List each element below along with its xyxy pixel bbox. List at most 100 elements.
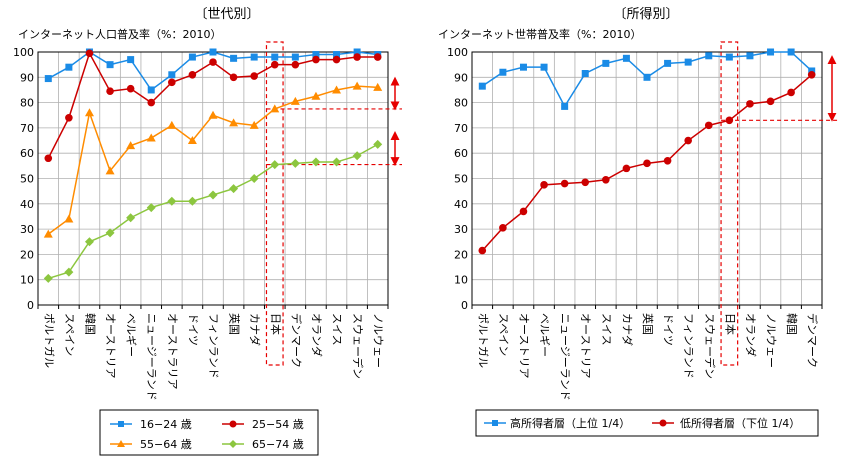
data-point: [249, 174, 259, 183]
data-point: [663, 156, 672, 165]
series-65-74-歳: [43, 139, 383, 283]
data-point: [373, 139, 383, 149]
data-point: [290, 96, 300, 105]
data-point: [643, 159, 651, 168]
x-tick-label: デンマーク: [806, 313, 820, 368]
y-tick-label: 60: [454, 147, 468, 160]
data-point: [188, 70, 197, 79]
data-point: [84, 237, 94, 247]
data-point: [229, 184, 239, 194]
data-point: [664, 59, 672, 67]
data-point: [581, 178, 590, 187]
data-point: [767, 48, 775, 56]
series-line: [47, 85, 378, 235]
x-tick-label: オーストリア: [579, 313, 592, 378]
x-tick-label: 英国: [228, 313, 242, 335]
chart-left-subtitle: インターネット人口普及率（%：2010）: [18, 27, 221, 41]
data-point: [208, 190, 218, 200]
data-point: [499, 68, 507, 76]
data-point: [766, 97, 775, 106]
x-tick-label: オランダ: [310, 313, 324, 357]
chart-left-title: 〔世代別〕: [194, 7, 259, 22]
data-point: [105, 166, 115, 175]
data-point: [353, 53, 361, 61]
data-point: [519, 207, 528, 216]
x-tick-label: スイス: [600, 313, 613, 346]
data-point: [64, 267, 74, 277]
y-tick-label: 90: [20, 71, 34, 84]
data-point: [290, 158, 300, 168]
series-line: [48, 143, 379, 280]
data-point: [271, 53, 279, 61]
data-point: [43, 229, 53, 238]
data-point: [373, 53, 382, 61]
data-point: [270, 60, 279, 69]
data-point: [229, 118, 239, 127]
data-point: [147, 98, 156, 107]
data-point: [560, 179, 569, 188]
data-point: [168, 78, 176, 87]
data-point: [332, 55, 341, 64]
data-point: [602, 175, 610, 184]
data-point: [270, 160, 280, 170]
y-tick-label: 100: [447, 46, 468, 59]
legend-item-16-24: 16−24 歳: [110, 418, 192, 431]
x-tick-label: フィンランド: [207, 313, 220, 379]
legend-label-65-74: 65−74 歳: [252, 438, 304, 451]
y-tick-label: 20: [20, 248, 34, 261]
x-tick-label: ノルウェー: [765, 313, 778, 368]
chart-right-title: 〔所得別〕: [613, 6, 678, 22]
data-point: [229, 73, 238, 82]
x-tick-label: スイス: [331, 313, 344, 346]
x-tick-label: オーストリア: [104, 313, 117, 378]
data-point: [311, 91, 321, 100]
data-point: [332, 85, 342, 94]
data-point: [478, 246, 487, 255]
y-tick-label: 20: [454, 248, 468, 261]
x-tick-label: スペイン: [63, 313, 76, 356]
data-point: [146, 133, 156, 142]
legend-marker-diamond: [229, 440, 237, 448]
x-tick-label: 日本: [723, 313, 737, 335]
x-tick-label: ポルトガル: [476, 313, 489, 368]
x-tick-label: ドイツ: [186, 313, 199, 346]
data-point: [311, 157, 321, 167]
data-point: [126, 213, 136, 223]
x-tick-label: 日本: [269, 313, 283, 335]
data-point: [209, 58, 217, 66]
data-point: [187, 196, 197, 206]
data-point: [787, 48, 795, 56]
data-point: [746, 52, 754, 60]
x-tick-label: スペイン: [497, 313, 510, 356]
y-tick-label: 0: [461, 299, 468, 312]
chart-left-plot: 0 10 20 30 40 50 60 70 80 90 100 ポルトガル スペイン 韓国 オーストリアベ…: [13, 41, 402, 401]
data-point: [499, 224, 507, 232]
data-point: [43, 273, 53, 283]
data-point: [540, 181, 548, 189]
x-tick-label: カナダ: [620, 313, 634, 346]
y-tick-label: 90: [454, 71, 468, 84]
y-tick-label: 80: [454, 97, 468, 110]
data-point: [643, 73, 651, 81]
series-高所得者層-上位-1-4-: [478, 48, 816, 110]
legend-item-25-54: 25−54 歳: [222, 418, 304, 431]
x-tick-label: スウェーデン: [703, 313, 717, 379]
data-point: [787, 88, 795, 97]
legend-marker-square: [118, 421, 124, 427]
series-16-24-歳: [44, 48, 382, 94]
x-tick-label: 韓国: [785, 313, 798, 335]
data-point: [704, 121, 713, 130]
data-point: [208, 110, 218, 119]
data-point: [270, 104, 280, 113]
x-tick-label: カナダ: [248, 313, 262, 346]
y-tick-label: 80: [20, 97, 34, 110]
legend-label-25-54: 25−54 歳: [252, 418, 304, 431]
data-point: [332, 157, 342, 167]
data-point: [209, 48, 217, 56]
data-point: [746, 100, 754, 108]
data-point: [561, 102, 569, 110]
x-tick-label: デンマーク: [289, 313, 303, 368]
chart-right-subtitle: インターネット世帯普及率（%：2010）: [438, 27, 641, 41]
data-point: [291, 60, 300, 69]
y-tick-label: 40: [454, 198, 468, 211]
